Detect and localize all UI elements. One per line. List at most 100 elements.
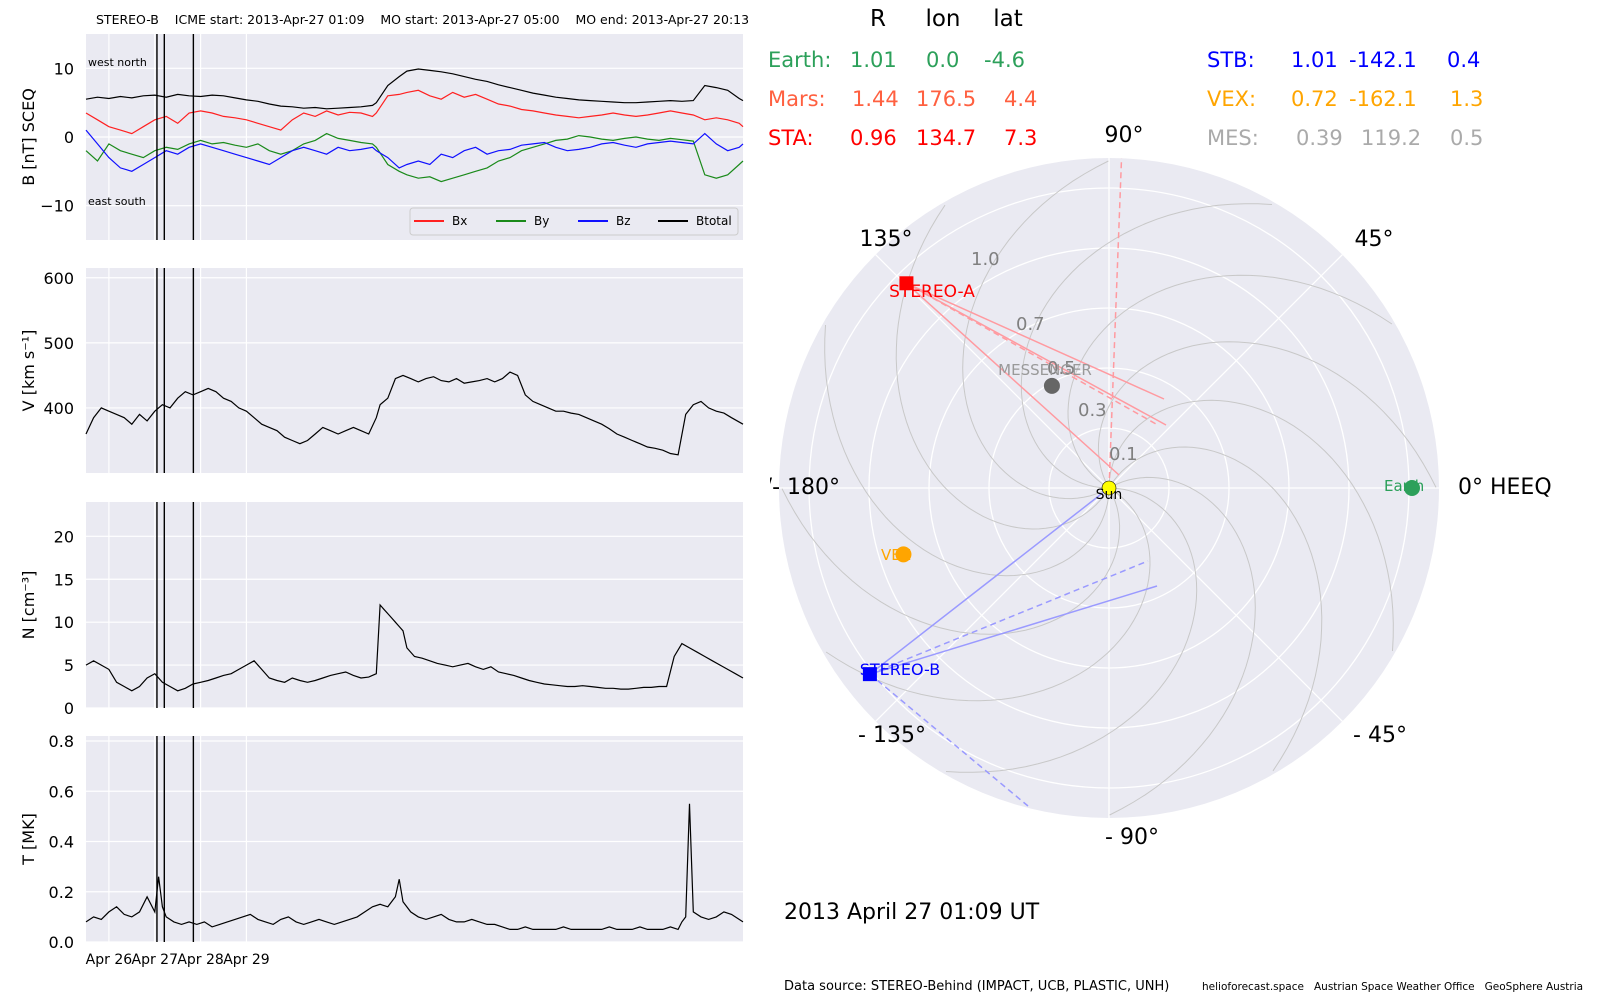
parker-spiral-line	[962, 160, 1109, 500]
y-tick-label: 15	[54, 570, 74, 589]
parker-spiral-line	[1108, 399, 1394, 652]
y-tick-label: −10	[40, 197, 74, 216]
stb-fov-dashed	[869, 673, 1029, 807]
stb-fov-dashed	[869, 560, 1149, 675]
earth-marker	[1404, 480, 1420, 496]
angle-label-am135: - 135°	[858, 723, 926, 748]
parker-spiral-line	[1067, 274, 1393, 487]
series-bx	[85, 89, 744, 135]
icme-start-text: ICME start: 2013-Apr-27 01:09	[174, 12, 365, 27]
stb-fov-line	[869, 585, 1158, 675]
series-n	[85, 603, 744, 692]
vex-marker	[895, 546, 912, 563]
legend-label-bz: Bz	[616, 214, 631, 228]
angle-label-a135: 135°	[860, 227, 913, 252]
header-lon: lon	[925, 6, 961, 32]
y-tick-label: 600	[43, 269, 74, 288]
mo-start-text: MO start: 2013-Apr-27 05:00	[380, 12, 560, 27]
fov-lines	[869, 158, 1167, 807]
credits: helioforecast.space Austrian Space Weath…	[1202, 981, 1583, 993]
series-v	[85, 371, 744, 456]
panel-speed: 600 500 400 V [km s⁻¹]	[19, 268, 744, 473]
radial-label: 0.7	[1016, 314, 1045, 335]
sta-fov-line	[906, 282, 1165, 400]
messenger-label: MESSENGER	[998, 361, 1092, 379]
parker-spiral-line	[1110, 446, 1323, 772]
parker-spiral-line	[825, 489, 1151, 702]
sta-label: STA:	[768, 126, 814, 150]
y-tick-label: 0	[64, 128, 74, 147]
earth-label: Earth	[1384, 477, 1424, 495]
mes-label: MES:	[1207, 126, 1259, 150]
mo-end-text: MO end: 2013-Apr-27 20:13	[575, 12, 750, 27]
stereo-b-label: STEREO-B	[860, 660, 940, 679]
x-tick-label: Apr 27	[132, 952, 178, 968]
y-tick-label: 20	[54, 527, 74, 546]
angular-gridline	[1108, 254, 1343, 489]
parker-spiral-line	[1097, 341, 1437, 488]
legend: Bx By Bz Btotal	[409, 207, 739, 236]
radial-label: 0.3	[1078, 400, 1107, 421]
y-axis-label: T [MK]	[19, 813, 38, 866]
y-tick-label: 0.2	[49, 883, 74, 902]
stb-lon: -142.1	[1349, 48, 1417, 72]
mars-lon: 176.5	[916, 87, 977, 111]
parker-spiral-line	[895, 204, 1108, 530]
vex-label: VEX:	[1207, 87, 1257, 111]
y-axis-label: V [km s⁻¹]	[19, 330, 38, 412]
stereo-a-label: STEREO-A	[889, 282, 975, 302]
parker-spiral-line	[824, 324, 1110, 577]
sta-fov-dashed	[906, 282, 1157, 425]
series-by	[85, 132, 744, 183]
messenger-marker	[1043, 377, 1060, 394]
radial-label: 1.0	[971, 249, 1000, 270]
radial-label: 0.1	[1109, 444, 1138, 465]
y-tick-label: 5	[64, 656, 74, 675]
y-tick-label: 0.8	[49, 732, 74, 751]
mars-r: 1.44	[852, 87, 899, 111]
stb-lat: 0.4	[1447, 48, 1481, 72]
plot-area	[86, 736, 743, 942]
credit-geosphere: GeoSphere Austria	[1484, 981, 1584, 993]
angular-gridline	[875, 487, 1110, 722]
sta-r: 0.96	[850, 126, 897, 150]
stereo-a-marker	[899, 276, 914, 291]
y-tick-label: 0.0	[49, 933, 74, 952]
angle-label-a180: +/- 180°	[770, 475, 840, 500]
y-tick-label: 10	[54, 59, 74, 78]
x-tick-label: Apr 28	[177, 952, 223, 968]
parker-spiral-line	[945, 487, 1198, 773]
position-panel: R lon lat Earth: 1.01 0.0 -4.6 Mars: 1.4…	[768, 0, 1600, 1000]
earth-lon: 0.0	[926, 48, 960, 72]
angle-label-a90: 90°	[1105, 123, 1144, 148]
vex-label: VEX	[881, 546, 911, 564]
credit-helioforecast: helioforecast.space	[1202, 981, 1304, 993]
plot-area	[86, 502, 743, 708]
mars-label: Mars:	[768, 87, 826, 111]
vex-r: 0.72	[1291, 87, 1338, 111]
stb-label: STB:	[1207, 48, 1255, 72]
y-tick-label: 10	[54, 613, 74, 632]
mes-lat: 0.5	[1450, 126, 1484, 150]
parker-spiral-line	[1020, 203, 1273, 489]
angle-label-am90: - 90°	[1105, 825, 1159, 850]
sta-fov-dashed	[1108, 158, 1123, 489]
x-tick-label: Apr 29	[223, 952, 269, 968]
parker-spiral-line	[781, 488, 1121, 635]
parker-spirals	[781, 160, 1437, 816]
legend-label-btotal: Btotal	[696, 214, 732, 228]
vex-lon: -162.1	[1349, 87, 1417, 111]
y-tick-label: 0	[64, 699, 74, 718]
y-axis-label: N [cm⁻³]	[19, 571, 38, 640]
angle-label-am45: - 45°	[1353, 723, 1407, 748]
angle-label-a0: 0° HEEQ	[1458, 475, 1552, 500]
header-lat: lat	[993, 6, 1023, 32]
sta-fov-line	[905, 282, 1120, 476]
y-tick-label: 0.6	[49, 782, 74, 801]
earth-label: Earth:	[768, 48, 832, 72]
legend-label-bx: Bx	[452, 214, 467, 228]
header-r: R	[870, 6, 886, 32]
legend-box	[409, 207, 739, 236]
